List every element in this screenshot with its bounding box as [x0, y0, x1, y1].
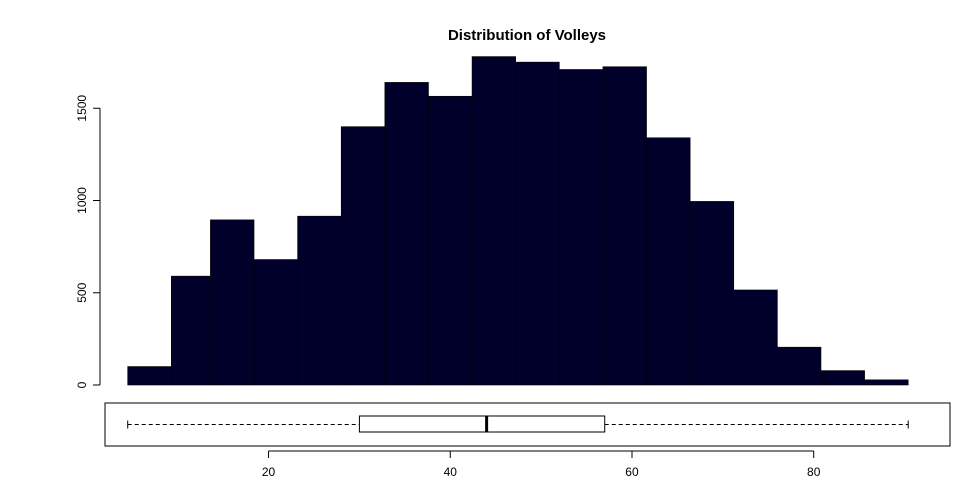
x-tick-label: 60: [625, 465, 639, 479]
histogram-bar: [602, 66, 647, 386]
x-tick-label: 20: [262, 465, 276, 479]
histogram-bar: [820, 370, 865, 386]
boxplot: [104, 402, 951, 447]
chart-title: Distribution of Volleys: [448, 27, 606, 44]
histogram-bar: [864, 379, 909, 386]
histogram-bars: [127, 56, 909, 386]
x-tick-label: 80: [807, 465, 821, 479]
histogram-bar: [210, 219, 255, 386]
boxplot-box: [358, 415, 606, 433]
histogram-bar: [515, 61, 560, 386]
histogram-bar: [340, 126, 386, 386]
histogram-bar: [384, 82, 429, 386]
x-axis: 20 40 60 80: [262, 450, 821, 479]
histogram-bar: [171, 275, 211, 386]
y-tick-label: 0: [75, 381, 89, 388]
y-tick-label: 1500: [75, 95, 89, 122]
histogram-bar: [127, 366, 172, 386]
y-axis: 0 500 1000 1500: [75, 95, 101, 388]
histogram-bar: [777, 346, 822, 386]
histogram-bar: [559, 69, 604, 386]
y-tick-label: 1000: [75, 187, 89, 214]
histogram-bar: [253, 259, 298, 386]
histogram-bar: [646, 137, 691, 386]
histogram-bar: [297, 215, 342, 386]
histogram-bar: [689, 201, 735, 386]
boxplot-frame: [104, 402, 951, 447]
y-tick-label: 500: [75, 282, 89, 302]
histogram-bar: [733, 289, 778, 386]
histogram-bar: [471, 56, 516, 386]
histogram-bar: [428, 95, 473, 386]
x-tick-label: 40: [444, 465, 458, 479]
